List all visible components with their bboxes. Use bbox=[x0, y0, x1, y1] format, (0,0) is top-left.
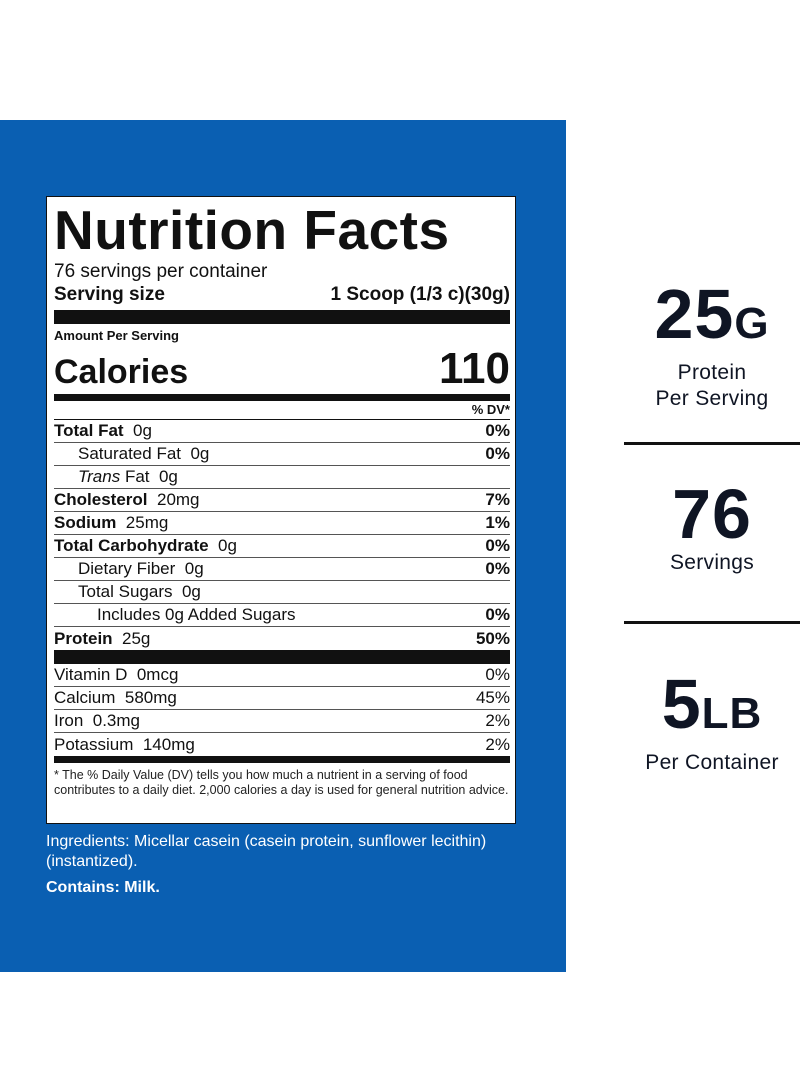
vitamin-dv: 45% bbox=[475, 688, 510, 707]
nutrient-dv: 0% bbox=[485, 605, 510, 624]
thick-divider bbox=[54, 650, 510, 664]
medium-divider bbox=[54, 394, 510, 401]
nutrition-facts-label: Nutrition Facts 76 servings per containe… bbox=[46, 196, 516, 824]
vitamin-amount: 580mg bbox=[124, 688, 177, 707]
amount-per-serving: Amount Per Serving bbox=[54, 328, 179, 343]
stat-divider bbox=[624, 621, 800, 624]
nutrient-row-saturated-fat: Saturated Fat 0g 0% bbox=[54, 443, 510, 466]
vitamin-dv: 0% bbox=[485, 665, 510, 684]
stat-unit: G bbox=[734, 299, 770, 348]
nutrient-dv: 0% bbox=[485, 559, 510, 578]
thick-divider bbox=[54, 310, 510, 324]
nutrient-name: Total Carbohydrate bbox=[54, 536, 209, 555]
serving-size-label: Serving size bbox=[54, 284, 165, 305]
calories-label: Calories bbox=[54, 353, 189, 391]
nutrient-dv: 1% bbox=[485, 513, 510, 532]
serving-size-value: 1 Scoop (1/3 c)(30g) bbox=[330, 284, 511, 305]
nutrient-row-total-carbohydrate: Total Carbohydrate 0g 0% bbox=[54, 535, 510, 558]
nutrient-amount: 0g bbox=[181, 582, 201, 601]
nutrient-name: Protein bbox=[54, 628, 113, 648]
nutrient-dv: 50% bbox=[475, 628, 510, 648]
nutrient-row-trans-fat: Trans Fat 0g bbox=[54, 466, 510, 489]
stat-servings: 76 Servings bbox=[624, 478, 800, 576]
nutrition-facts-title: Nutrition Facts bbox=[54, 199, 450, 261]
nutrient-amount: 25g bbox=[122, 628, 151, 648]
stat-caption: Per Container bbox=[645, 751, 779, 774]
nutrient-amount: 0g bbox=[133, 421, 152, 440]
vitamin-name: Iron bbox=[54, 711, 84, 730]
nutrient-name: Cholesterol bbox=[54, 490, 148, 509]
stat-value: 76 bbox=[672, 475, 752, 553]
nutrient-name: Includes 0g Added Sugars bbox=[97, 605, 296, 624]
nutrient-row-protein: Protein 25g 50% bbox=[54, 627, 510, 650]
nutrient-row-sodium: Sodium 25mg 1% bbox=[54, 512, 510, 535]
vitamin-name: Potassium bbox=[54, 734, 134, 754]
nutrient-row-cholesterol: Cholesterol 20mg 7% bbox=[54, 489, 510, 512]
daily-value-header: % DV* bbox=[54, 401, 510, 420]
serving-size-row: Serving size 1 Scoop (1/3 c)(30g) bbox=[54, 283, 510, 307]
nutrient-amount: 0g bbox=[158, 467, 178, 486]
nutrient-name: Saturated Fat bbox=[78, 444, 182, 463]
nutrient-name: Total Sugars bbox=[78, 582, 173, 601]
vitamin-name: Vitamin D bbox=[54, 665, 128, 684]
nutrient-dv: 0% bbox=[485, 421, 510, 440]
nutrient-name: Total Fat bbox=[54, 421, 124, 440]
nutrient-amount: 20mg bbox=[156, 490, 200, 509]
vitamin-name: Calcium bbox=[54, 688, 116, 707]
vitamin-row-calcium: Calcium 580mg 45% bbox=[54, 687, 510, 710]
vitamin-amount: 140mg bbox=[142, 734, 195, 754]
vitamin-dv: 2% bbox=[485, 734, 510, 754]
medium-divider bbox=[54, 756, 510, 763]
vitamin-row-iron: Iron 0.3mg 2% bbox=[54, 710, 510, 733]
vitamin-dv: 2% bbox=[485, 711, 510, 730]
nutrient-amount: 0g bbox=[218, 536, 237, 555]
nutrient-dv: 7% bbox=[485, 490, 510, 509]
nutrient-name-italic: Trans bbox=[78, 467, 121, 486]
nutrient-amount: 0g bbox=[190, 444, 210, 463]
vitamin-row-potassium: Potassium 140mg 2% bbox=[54, 733, 510, 756]
stat-divider bbox=[624, 442, 800, 445]
nutrient-name: Dietary Fiber bbox=[78, 559, 176, 578]
nutrient-row-dietary-fiber: Dietary Fiber 0g 0% bbox=[54, 558, 510, 581]
nutrient-name: Sodium bbox=[54, 513, 117, 532]
stat-unit: LB bbox=[701, 689, 763, 738]
stat-container-size: 5LB Per Container bbox=[624, 668, 800, 776]
stat-caption: Protein bbox=[677, 361, 747, 384]
nutrient-amount: 25mg bbox=[125, 513, 169, 532]
vitamin-amount: 0mcg bbox=[136, 665, 179, 684]
calories-row: Calories 110 bbox=[54, 343, 510, 393]
stat-value: 25 bbox=[654, 275, 735, 353]
nutrient-dv: 0% bbox=[485, 444, 510, 463]
daily-value-footnote: * The % Daily Value (DV) tells you how m… bbox=[54, 768, 509, 797]
nutrient-row-total-sugars: Total Sugars 0g bbox=[54, 581, 510, 604]
calories-value: 110 bbox=[439, 344, 510, 393]
ingredients-text: Ingredients: Micellar casein (casein pro… bbox=[46, 833, 487, 870]
vitamin-amount: 0.3mg bbox=[92, 711, 140, 730]
nutrient-amount: 0g bbox=[184, 559, 204, 578]
nutrient-dv: 0% bbox=[485, 536, 510, 555]
stat-caption: Per Serving bbox=[655, 387, 769, 410]
vitamin-row-vitamin-d: Vitamin D 0mcg 0% bbox=[54, 664, 510, 687]
stat-protein: 25G Protein Per Serving bbox=[624, 278, 800, 412]
allergen-statement: Contains: Milk. bbox=[46, 879, 160, 896]
nutrient-row-total-fat: Total Fat 0g 0% bbox=[54, 420, 510, 443]
nutrient-row-added-sugars: Includes 0g Added Sugars 0% bbox=[54, 604, 510, 627]
stat-caption: Servings bbox=[669, 551, 755, 574]
servings-per-container: 76 servings per container bbox=[54, 261, 268, 282]
stat-value: 5 bbox=[661, 665, 702, 743]
nutrient-name: Fat bbox=[124, 467, 150, 486]
